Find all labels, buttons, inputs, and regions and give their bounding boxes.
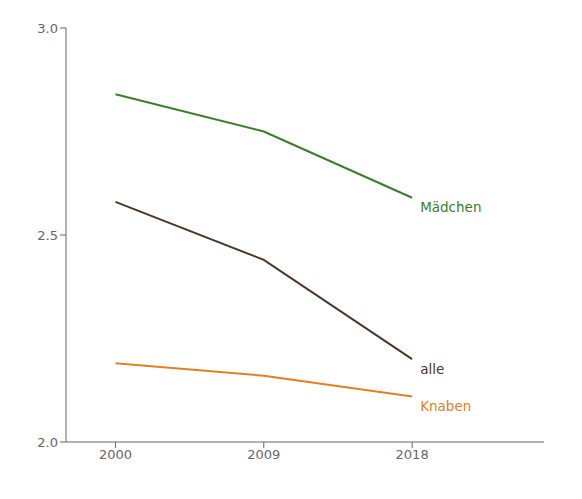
svg-text:2018: 2018 bbox=[396, 447, 429, 462]
svg-text:2.5: 2.5 bbox=[37, 228, 58, 243]
svg-text:alle: alle bbox=[420, 361, 444, 377]
svg-text:3.0: 3.0 bbox=[37, 21, 58, 36]
svg-text:Knaben: Knaben bbox=[420, 398, 471, 414]
svg-text:2000: 2000 bbox=[99, 447, 132, 462]
svg-text:2009: 2009 bbox=[247, 447, 280, 462]
svg-text:Mädchen: Mädchen bbox=[420, 199, 481, 215]
svg-text:2.0: 2.0 bbox=[37, 435, 58, 450]
